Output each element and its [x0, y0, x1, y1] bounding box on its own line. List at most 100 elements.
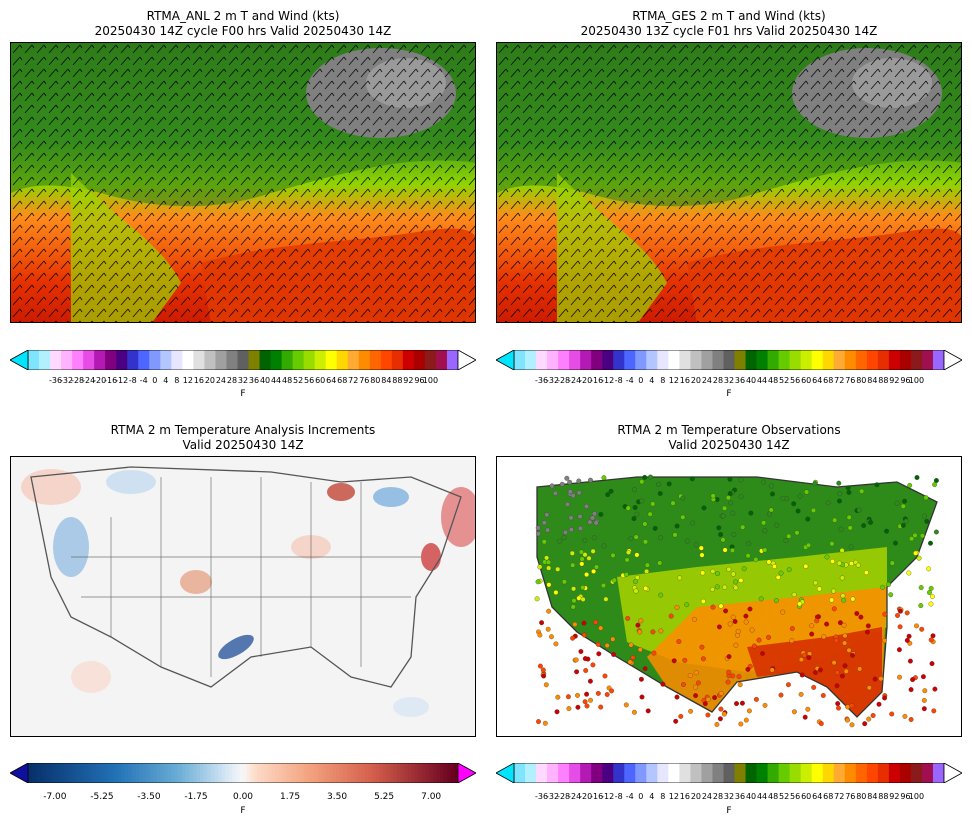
map-temp-increments[interactable]	[10, 456, 476, 737]
panel-title-bl: RTMA 2 m Temperature Analysis Increments…	[10, 423, 476, 453]
colorbar-swatch	[192, 763, 197, 783]
colorbar-tick-label: 24	[215, 376, 227, 385]
colorbar-swatch	[558, 350, 570, 370]
colorbar-swatch	[646, 350, 658, 370]
colorbar-swatch	[536, 763, 548, 783]
colorbar-swatch	[446, 350, 459, 370]
observation-dot	[834, 683, 840, 689]
colorbar-swatch	[139, 763, 144, 783]
colorbar-tick-label: 64	[326, 376, 337, 385]
map-temp-wind-guess[interactable]	[496, 42, 962, 323]
temp-colorbar-ticks-br: -36 -32 -28 -24 -20 -16 -12 -8 -4 0 4 8 12 16 20 24 28 32…	[0, 792, 972, 804]
observation-dot	[922, 688, 928, 694]
colorbar-swatch	[271, 763, 276, 783]
colorbar-tick-label: 96	[900, 376, 911, 385]
colorbar-swatch	[160, 763, 165, 783]
observation-dot	[700, 656, 706, 662]
colorbar-swatch	[432, 763, 437, 783]
observation-dot	[832, 517, 838, 523]
observation-dot	[840, 593, 846, 599]
observation-dot	[660, 681, 666, 687]
observation-dot	[932, 482, 938, 488]
colorbar-swatch	[690, 350, 702, 370]
observation-dot	[863, 570, 869, 576]
colorbar-swatch	[300, 763, 305, 783]
colorbar-swatch	[514, 763, 526, 783]
colorbar-tick-label: 64	[812, 376, 823, 385]
observation-dot	[878, 676, 884, 682]
title-line-2: 20250430 14Z cycle F00 hrs Valid 2025043…	[94, 24, 392, 38]
colorbar-under-arrow	[9, 762, 29, 784]
observation-dot	[594, 564, 599, 570]
colorbar-swatch	[257, 763, 262, 783]
colorbar-swatch	[382, 763, 387, 783]
observation-dot	[644, 562, 650, 568]
colorbar-tick-label: 100	[908, 376, 925, 385]
colorbar-swatch	[364, 763, 369, 783]
colorbar-swatch	[910, 350, 923, 370]
observation-dot	[743, 619, 749, 625]
observation-dot	[839, 575, 845, 581]
colorbar-swatch	[49, 763, 54, 783]
observation-dot	[809, 623, 815, 629]
observation-dot	[546, 582, 552, 588]
observation-dot	[658, 628, 664, 634]
colorbar-over-arrow	[943, 349, 963, 371]
observation-dot	[631, 709, 637, 715]
observation-dot	[627, 659, 633, 665]
observation-dot	[791, 709, 797, 715]
map-temp-observations[interactable]	[496, 456, 962, 737]
colorbar-swatch	[877, 763, 890, 783]
colorbar-swatch	[350, 763, 355, 783]
observation-dot	[921, 697, 927, 703]
observation-dot	[651, 650, 657, 656]
colorbar-swatch	[332, 763, 337, 783]
observation-dot	[928, 585, 934, 591]
observation-points	[534, 474, 939, 728]
colorbar-swatch	[124, 763, 129, 783]
colorbar-swatch	[767, 350, 780, 370]
observation-dot	[773, 598, 779, 604]
colorbar-swatch	[226, 350, 238, 370]
colorbar-swatch	[60, 763, 65, 783]
observation-dot	[836, 705, 841, 711]
colorbar-tick-label: 76	[845, 376, 856, 385]
observation-dot	[574, 669, 580, 675]
colorbar-tick-label: 68	[823, 792, 834, 801]
observation-dot	[601, 475, 607, 481]
colorbar-swatch	[525, 763, 537, 783]
colorbar-swatch	[31, 763, 36, 783]
observation-dot	[598, 704, 604, 710]
observation-dot	[876, 701, 882, 707]
observation-dot	[578, 649, 584, 654]
colorbar-swatch	[855, 350, 868, 370]
observation-dot	[540, 667, 546, 673]
observation-dot	[690, 520, 696, 526]
observation-dot	[824, 554, 830, 560]
observation-dot	[710, 493, 716, 499]
map-temp-wind-analysis[interactable]	[10, 42, 476, 323]
colorbar-swatch	[800, 763, 813, 783]
colorbar-swatch	[42, 763, 47, 783]
observation-dot	[674, 694, 680, 700]
colorbar-tick-label: 24	[701, 792, 713, 801]
observation-dot	[850, 652, 855, 658]
colorbar-swatch	[657, 763, 669, 783]
colorbar-tick-label: -24	[568, 792, 582, 801]
observation-dot	[870, 713, 876, 718]
panel-title-tl: RTMA_ANL 2 m T and Wind (kts) 20250430 1…	[10, 9, 476, 39]
colorbar-swatch	[844, 350, 857, 370]
observation-dot	[596, 651, 602, 657]
observation-dot	[797, 493, 803, 499]
colorbar-tick-label: 48	[282, 376, 293, 385]
observation-dot	[590, 662, 596, 668]
colorbar-swatch	[932, 763, 945, 783]
colorbar-tick-label: 5.25	[374, 792, 395, 802]
observation-dot	[814, 618, 820, 624]
observation-dot	[728, 500, 734, 506]
observation-dot	[590, 548, 596, 554]
observation-dot	[626, 549, 631, 555]
colorbar-tick-label: -36	[535, 792, 549, 801]
observation-dot	[855, 562, 861, 568]
colorbar-swatch	[149, 763, 154, 783]
